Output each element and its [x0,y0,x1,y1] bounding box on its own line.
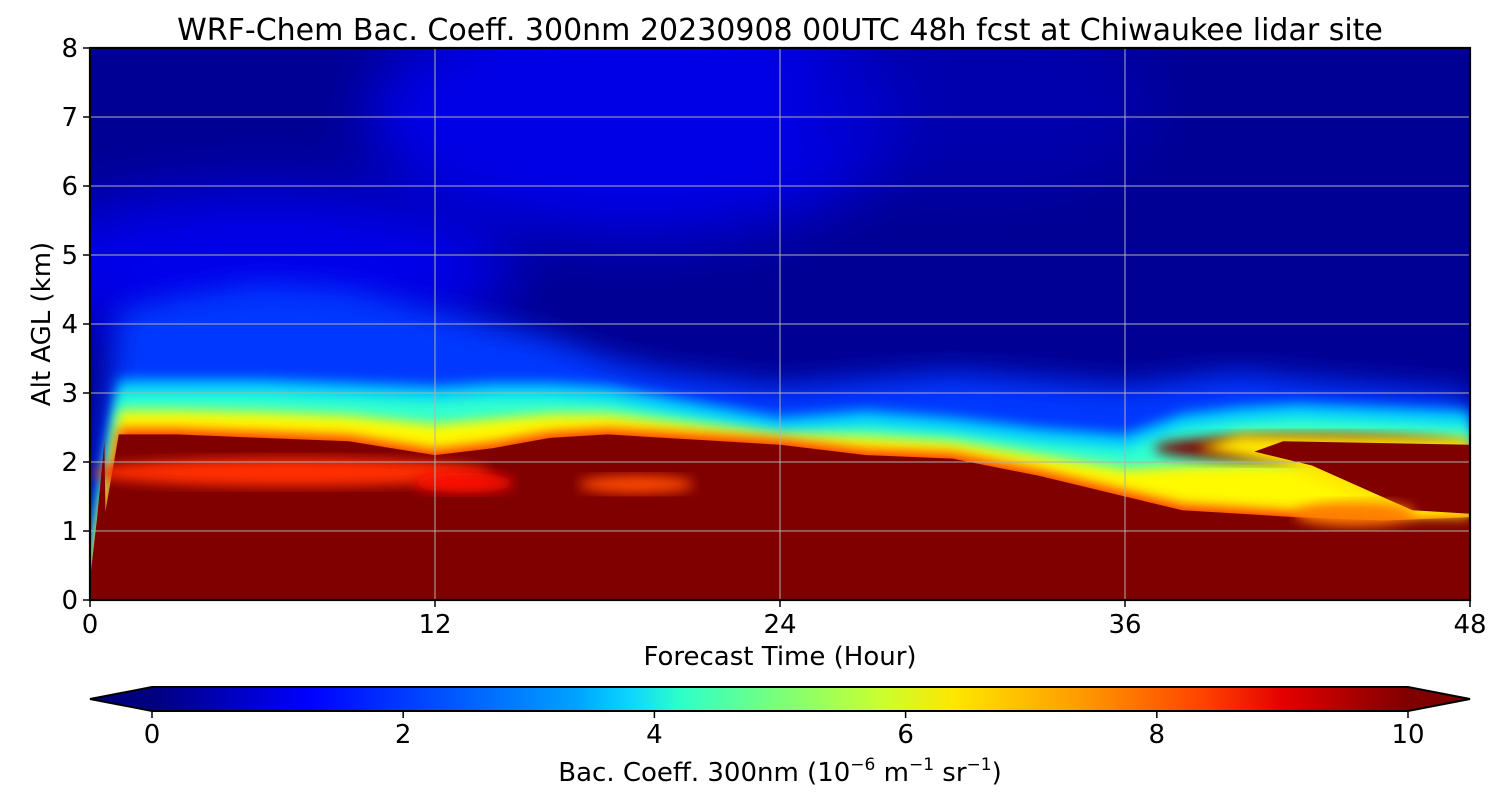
colorbar-ticks: 0 2 4 6 8 10 [144,711,1425,750]
x-axis-label: Forecast Time (Hour) [643,642,916,672]
colorbar-tick-label: 0 [144,720,161,750]
plot-area [90,48,1470,600]
y-tick-label: 0 [61,586,78,616]
colorbar-label-unit-m: m [875,758,909,788]
upper-blue-blob-2 [801,48,1162,194]
backscatter-field [90,48,1470,600]
colorbar-tick-label: 4 [646,720,663,750]
left-edge-layer [90,441,107,600]
chart-title: WRF-Chem Bac. Coeff. 300nm 20230908 00UT… [177,13,1383,48]
x-tick-label: 48 [1453,610,1486,640]
feature-1 [578,475,694,494]
colorbar-tick-label: 6 [897,720,914,750]
upper-blue-blob [366,48,907,237]
y-axis: 0 1 2 3 4 5 6 7 8 [61,34,90,616]
y-tick-label: 5 [61,241,78,271]
colorbar-label: Bac. Coeff. 300nm (10−6 m−1 sr−1) [558,755,1001,788]
colorbar-label-exponent-2: −1 [909,755,934,775]
y-tick-label: 6 [61,172,78,202]
y-tick-label: 4 [61,310,78,340]
colorbar-label-exponent-1: −6 [850,755,875,775]
x-tick-label: 12 [418,610,451,640]
y-tick-label: 8 [61,34,78,64]
y-tick-label: 3 [61,379,78,409]
late-dark-red-layer [1254,441,1470,514]
late-orange-pocket [1295,501,1415,526]
colorbar-tick-label: 10 [1391,720,1424,750]
colorbar-tick-label: 2 [395,720,412,750]
x-tick-label: 36 [1108,610,1141,640]
colorbar-under-extension [90,687,152,711]
colorbar-tick-label: 8 [1149,720,1166,750]
colorbar-label-exponent-3: −1 [967,755,992,775]
y-tick-label: 2 [61,448,78,478]
y-tick-label: 1 [61,517,78,547]
y-axis-label: Alt AGL (km) [27,242,57,406]
x-tick-label: 24 [763,610,796,640]
x-axis: 0 12 24 36 48 [82,600,1487,640]
colorbar-over-extension [1408,687,1470,711]
colorbar-gradient [152,687,1408,711]
colorbar-label-unit-sr: sr [934,758,967,788]
y-tick-label: 7 [61,103,78,133]
x-tick-label: 0 [82,610,99,640]
colorbar: 0 2 4 6 8 10 [89,686,1471,750]
colorbar-label-main: Bac. Coeff. 300nm (10 [558,758,850,788]
orange-dip-12h [413,472,514,493]
colorbar-label-close: ) [992,758,1002,788]
grid-lines [90,48,1470,600]
orange-dip-early [91,458,492,487]
